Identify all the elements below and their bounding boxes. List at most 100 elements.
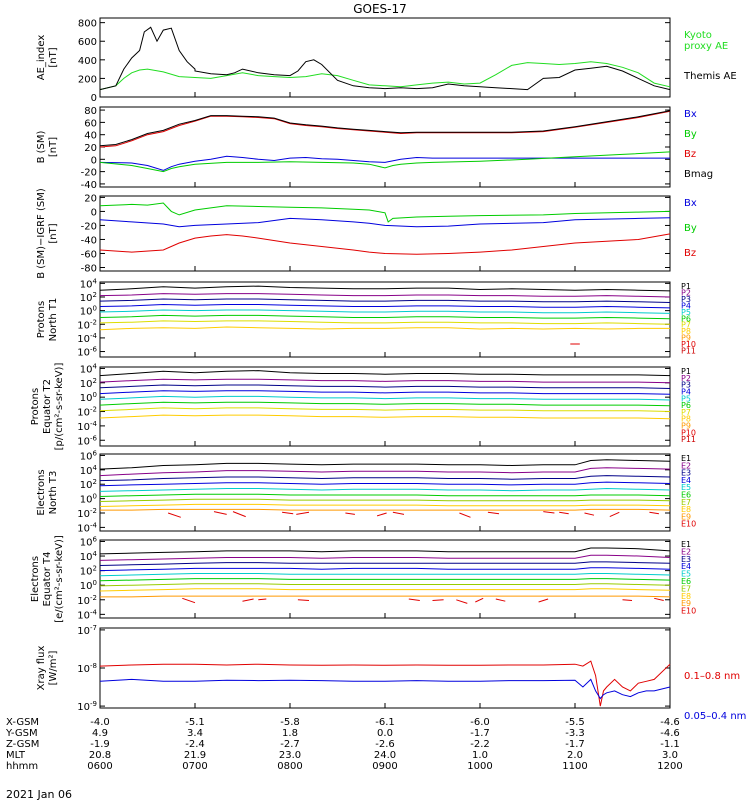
panel-xray: 10-9 10-8 10-7 Xray flux [W/m²] 0.1–0.8 nm 0.0… [36, 624, 746, 722]
x-table-cell: -1.7 [470, 728, 490, 739]
y-axis-label: [e/(cm²-s-sr-keV)] [54, 535, 65, 623]
y-axis-label: B (SM) [36, 130, 47, 163]
x-table-cell: -2.6 [375, 739, 395, 750]
y-axis-label: Xray flux [36, 646, 47, 691]
series-line-E5 [99, 573, 671, 577]
legend-P3: P3 [681, 381, 691, 390]
x-table-cell: -5.5 [565, 717, 585, 728]
legend-P7: P7 [681, 408, 691, 417]
x-table-cell: -4.6 [660, 728, 680, 739]
series-line-0-1-0-8-nm [99, 660, 671, 707]
series-line-P3 [99, 384, 671, 389]
legend-P1: P1 [681, 367, 691, 376]
series-segment-E10 [376, 512, 387, 517]
series-line-E8 [99, 588, 671, 592]
y-tick-label: 104 [80, 362, 98, 375]
x-table-cell: 2.0 [567, 750, 583, 761]
x-table-cell: -5.8 [280, 717, 300, 728]
y-tick-label: 10-2 [77, 318, 97, 331]
series-line-P7 [99, 407, 671, 412]
series-line-E6 [99, 493, 671, 497]
legend-E4: E4 [681, 562, 691, 571]
y-tick-label: 106 [80, 449, 98, 462]
y-tick-label: -60 [81, 249, 97, 260]
y-tick-label: 10-6 [77, 434, 97, 447]
legend-P10: P10 [681, 428, 696, 437]
y-tick-label: 100 [80, 305, 97, 318]
y-tick-label: 200 [78, 74, 97, 85]
y-axis-label: Protons [30, 388, 41, 425]
series-line-E4 [99, 481, 671, 487]
y-axis-label: North T3 [48, 471, 59, 515]
y-tick-label: 104 [80, 550, 98, 563]
series-segment-E10 [487, 511, 500, 515]
legend-E9: E9 [681, 599, 691, 608]
series-line-P5 [99, 309, 671, 314]
x-table-cell: -5.1 [185, 717, 205, 728]
series-line-P4 [99, 390, 671, 395]
y-tick-label: 100 [80, 493, 97, 506]
x-table-row-label: Z-GSM [6, 739, 39, 750]
y-tick-label: 10-9 [77, 700, 97, 713]
series-segment-E10 [282, 511, 294, 515]
series-segment-E10 [258, 598, 267, 601]
legend-P5: P5 [681, 394, 691, 403]
series-segment-E10 [297, 599, 310, 601]
series-segment-E10 [654, 597, 664, 601]
y-axis-label: [nT] [48, 47, 59, 67]
y-tick-label: 0 [91, 155, 97, 166]
x-table-cell: -2.2 [470, 739, 490, 750]
series-segment-E10 [408, 598, 420, 601]
legend-E7: E7 [681, 584, 691, 593]
x-table-cell: -1.1 [660, 739, 680, 750]
y-tick-label: 10-4 [77, 521, 97, 534]
y-tick-label: -40 [81, 180, 97, 191]
series-line-Bz [99, 110, 671, 148]
series-line-P8 [99, 326, 670, 331]
series-line-E4 [99, 567, 671, 572]
x-table-cell: 1.8 [282, 728, 298, 739]
series-segment-E10 [392, 511, 405, 515]
series-segment-E10 [622, 599, 633, 601]
series-line-P2 [99, 293, 671, 298]
legend-Bx: Bx [684, 198, 697, 209]
series-segment-E10 [456, 599, 468, 604]
legend-P11: P11 [681, 347, 696, 356]
panel-frame [99, 106, 671, 188]
series-line-Kyoto-proxy-AE [99, 61, 671, 91]
y-tick-label: 102 [80, 291, 97, 304]
series-segment-E10 [167, 512, 181, 518]
series-line-P6 [99, 401, 671, 407]
y-axis-label: [p/(cm²-s-sr-keV)] [54, 363, 65, 451]
y-tick-label: 100 [80, 391, 97, 404]
panel-frame [99, 366, 671, 447]
legend-E9: E9 [681, 512, 691, 521]
series-segment-E10 [432, 599, 444, 601]
legend-By: By [684, 223, 697, 234]
series-line-P1 [99, 370, 671, 377]
x-table-cell: -6.0 [470, 717, 490, 728]
y-tick-label: 400 [78, 56, 97, 67]
series-line-E7 [99, 583, 671, 587]
legend-P9: P9 [681, 334, 691, 343]
legend-E3: E3 [681, 469, 691, 478]
series-line-E8 [99, 503, 671, 507]
x-table-cell: 0700 [182, 761, 207, 772]
panel-frame [99, 453, 671, 532]
y-tick-label: 10-7 [77, 624, 97, 637]
y-tick-label: 0 [91, 93, 97, 104]
panel-frame [99, 281, 671, 358]
panel-frame [99, 627, 671, 709]
x-axis-table: X-GSM -4.0 -5.1 -5.8 -6.1 -6.0 -5.5 -4.6 Y-GSM 4.… [5, 717, 683, 772]
legend-P9: P9 [681, 422, 691, 431]
y-axis-label: North T1 [48, 298, 59, 342]
legend-Kyoto-proxy-AE: Kyoto [684, 30, 712, 41]
series-line-P3 [99, 298, 671, 303]
series-segment-E10 [296, 511, 310, 515]
legend-P6: P6 [681, 401, 691, 410]
legend-E6: E6 [681, 491, 691, 500]
legend-P1: P1 [681, 282, 691, 291]
x-table-cell: 20.8 [89, 750, 111, 761]
